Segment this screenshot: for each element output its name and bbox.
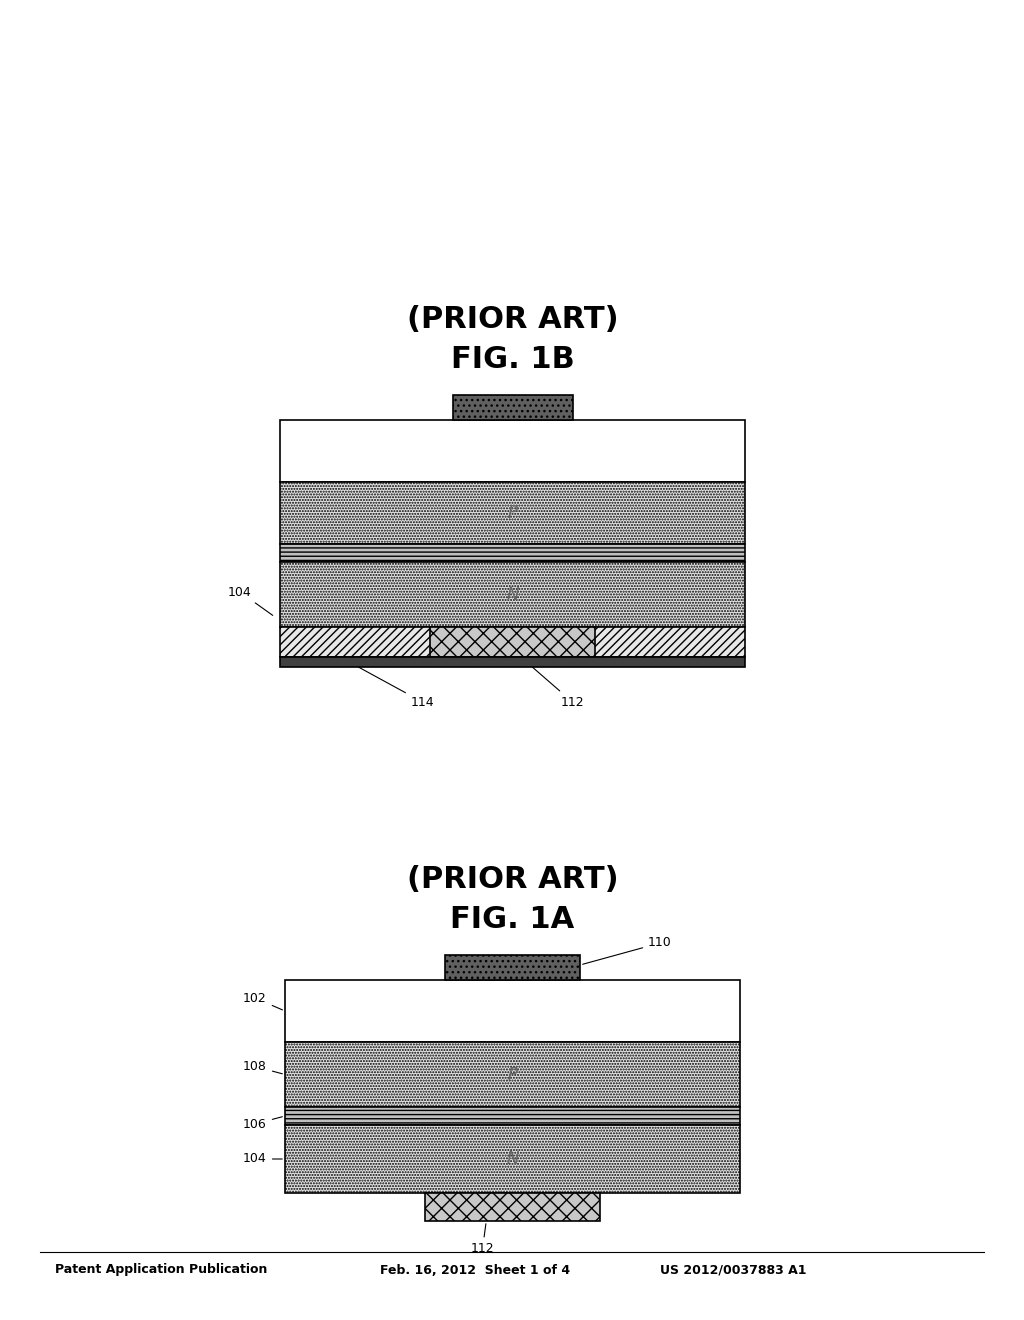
Text: 112: 112 [523,659,585,709]
Bar [285,1107,740,1125]
Text: (PRIOR ART): (PRIOR ART) [407,866,618,895]
Text: Feb. 16, 2012  Sheet 1 of 4: Feb. 16, 2012 Sheet 1 of 4 [380,1263,570,1276]
Text: (PRIOR ART): (PRIOR ART) [407,305,618,334]
Text: 114: 114 [342,659,434,709]
Text: 110: 110 [583,936,672,965]
Bar [425,1193,600,1221]
Text: 112: 112 [471,1224,495,1255]
Bar [280,627,745,657]
Text: 108: 108 [243,1060,283,1073]
Text: 104: 104 [228,586,272,615]
Bar [285,1041,740,1107]
Text: FIG. 1B: FIG. 1B [451,346,574,375]
Text: 102: 102 [243,991,283,1010]
Text: P: P [508,1065,517,1084]
Text: US 2012/0037883 A1: US 2012/0037883 A1 [660,1263,807,1276]
Text: N: N [506,586,519,603]
Bar [280,562,745,627]
Bar [280,420,745,482]
Bar [280,482,745,544]
Text: P: P [508,504,517,521]
Bar [430,627,595,657]
Bar [445,954,580,979]
Bar [280,657,745,667]
Text: FIG. 1A: FIG. 1A [451,906,574,935]
Bar [453,395,572,420]
Bar [285,1125,740,1193]
Bar [280,544,745,562]
Text: 106: 106 [243,1117,283,1130]
Text: N: N [506,1150,519,1168]
Bar [285,979,740,1041]
Text: 104: 104 [243,1152,283,1166]
Text: Patent Application Publication: Patent Application Publication [55,1263,267,1276]
